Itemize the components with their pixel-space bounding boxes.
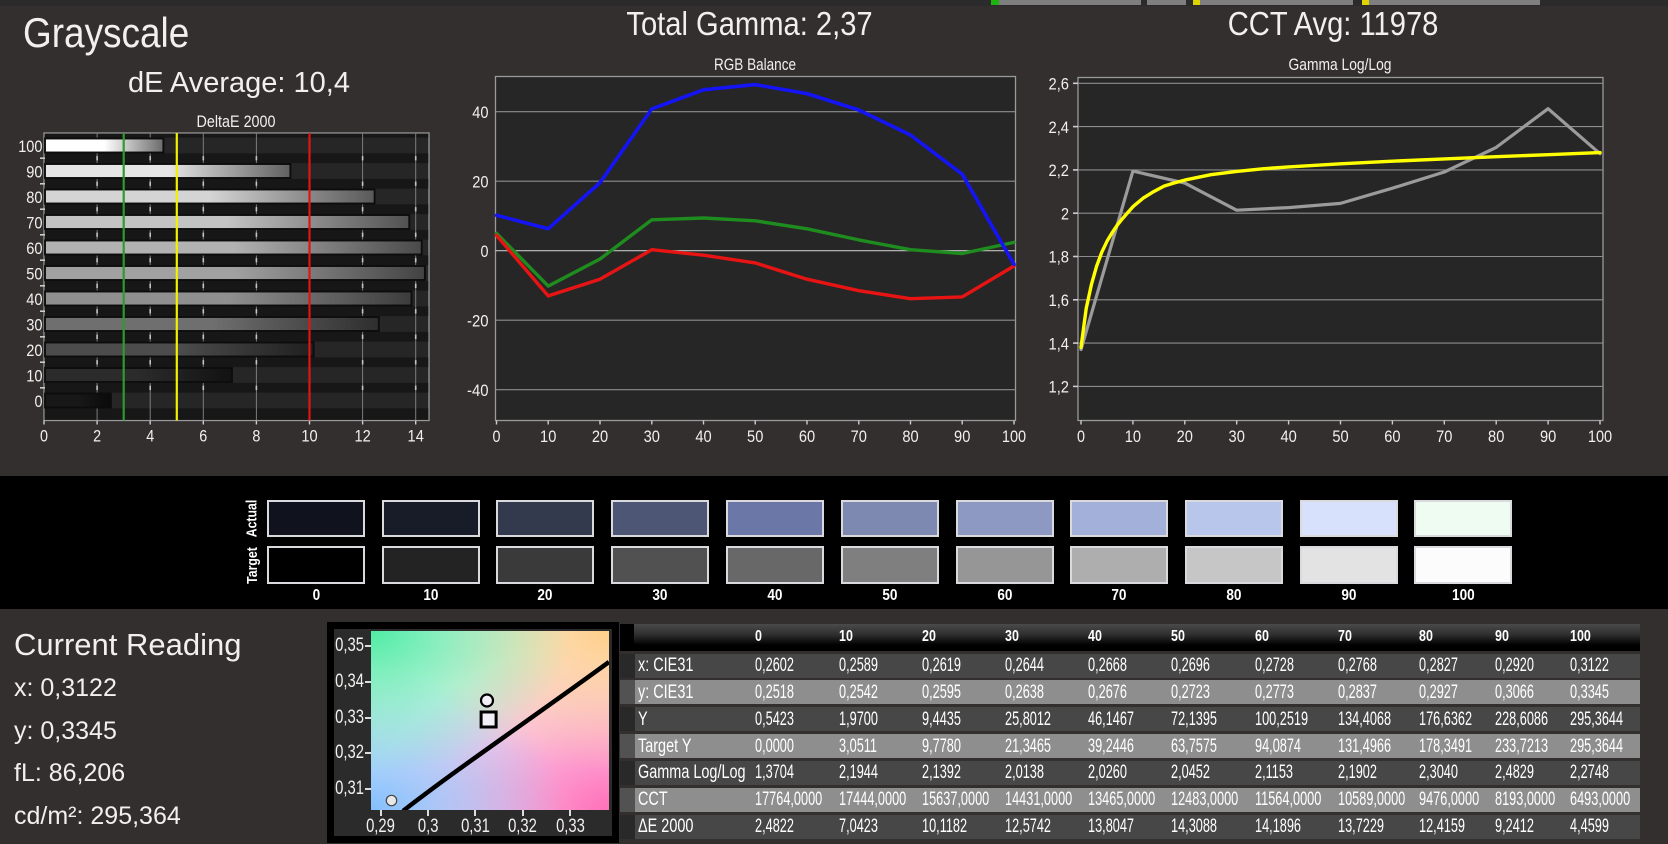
svg-text:0: 0 [1077, 427, 1085, 446]
svg-text:2,2: 2,2 [1049, 161, 1070, 180]
svg-text:14: 14 [408, 427, 424, 446]
svg-text:40: 40 [26, 290, 42, 309]
svg-text:-20: -20 [467, 311, 489, 330]
svg-text:4: 4 [146, 427, 154, 446]
svg-text:1,2: 1,2 [1049, 378, 1070, 397]
svg-text:70: 70 [1436, 427, 1452, 446]
svg-text:2: 2 [93, 427, 101, 446]
svg-text:20: 20 [472, 172, 488, 191]
svg-text:10: 10 [26, 366, 42, 385]
svg-text:30: 30 [644, 427, 660, 446]
svg-text:90: 90 [26, 162, 42, 181]
svg-text:10: 10 [540, 427, 556, 446]
svg-text:2: 2 [1061, 204, 1069, 223]
svg-text:80: 80 [26, 188, 42, 207]
svg-text:1,8: 1,8 [1049, 248, 1070, 267]
svg-text:90: 90 [954, 427, 970, 446]
svg-text:30: 30 [1229, 427, 1245, 446]
svg-text:80: 80 [1488, 427, 1504, 446]
svg-text:8: 8 [252, 427, 260, 446]
svg-text:60: 60 [26, 239, 42, 258]
svg-text:Gamma Log/Log: Gamma Log/Log [1289, 55, 1392, 74]
svg-text:40: 40 [472, 103, 488, 122]
svg-text:6: 6 [199, 427, 207, 446]
svg-text:50: 50 [26, 264, 42, 283]
svg-text:2,4: 2,4 [1049, 118, 1070, 137]
svg-text:20: 20 [1177, 427, 1193, 446]
svg-text:20: 20 [592, 427, 608, 446]
svg-text:40: 40 [1280, 427, 1296, 446]
svg-text:0: 0 [481, 242, 489, 261]
svg-text:0: 0 [493, 427, 501, 446]
svg-text:20: 20 [26, 341, 42, 360]
svg-text:70: 70 [26, 213, 42, 232]
svg-text:30: 30 [26, 315, 42, 334]
svg-text:40: 40 [695, 427, 711, 446]
svg-text:10: 10 [1125, 427, 1141, 446]
svg-text:70: 70 [851, 427, 867, 446]
svg-text:1,6: 1,6 [1049, 291, 1070, 310]
svg-text:2,6: 2,6 [1049, 75, 1070, 94]
svg-text:0: 0 [40, 427, 48, 446]
svg-text:60: 60 [799, 427, 815, 446]
svg-text:50: 50 [1332, 427, 1348, 446]
svg-text:60: 60 [1384, 427, 1400, 446]
svg-text:RGB Balance: RGB Balance [714, 55, 796, 74]
svg-text:10: 10 [301, 427, 317, 446]
svg-text:50: 50 [747, 427, 763, 446]
svg-text:DeltaE 2000: DeltaE 2000 [197, 112, 276, 131]
svg-text:100: 100 [1002, 427, 1026, 446]
svg-text:100: 100 [1588, 427, 1612, 446]
svg-text:12: 12 [354, 427, 370, 446]
svg-text:0: 0 [35, 392, 43, 411]
svg-text:80: 80 [902, 427, 918, 446]
svg-text:-40: -40 [467, 381, 489, 400]
svg-text:1,4: 1,4 [1049, 334, 1070, 353]
svg-text:100: 100 [18, 137, 42, 156]
svg-text:90: 90 [1540, 427, 1556, 446]
